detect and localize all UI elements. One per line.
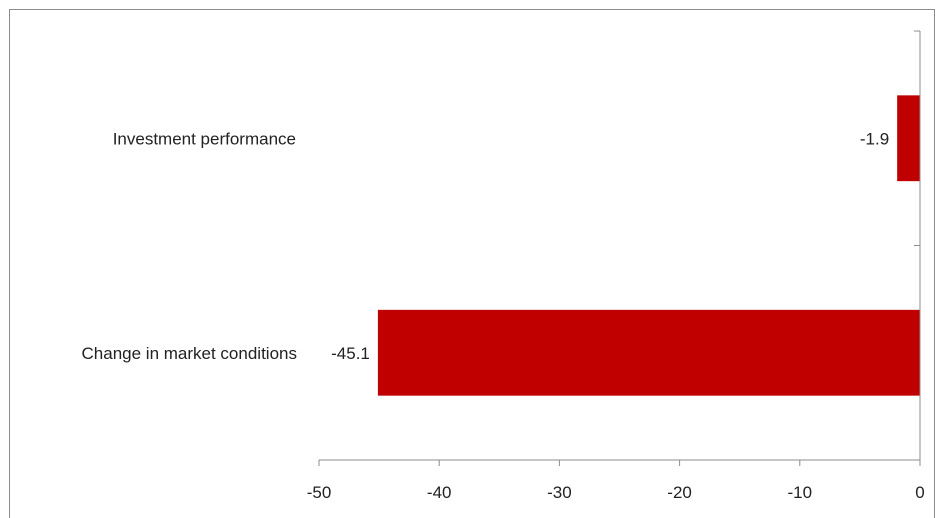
x-tick-label-3: -20 — [667, 483, 692, 502]
chart-frame — [9, 9, 935, 518]
x-tick-label-5: 0 — [915, 483, 924, 502]
x-tick-label-1: -40 — [427, 483, 452, 502]
bar-1 — [377, 309, 920, 396]
x-tick-label-4: -10 — [788, 483, 813, 502]
bars-group — [377, 95, 920, 396]
axes-group — [318, 30, 921, 466]
data-label-1: -45.1 — [331, 344, 370, 363]
category-label-0: Investment performance — [113, 129, 296, 148]
bar-0 — [897, 95, 920, 182]
labels-group: -1.9 Investment performance -45.1 Change in… — [82, 129, 925, 502]
x-tick-label-0: -50 — [307, 483, 332, 502]
x-tick-label-2: -30 — [547, 483, 572, 502]
data-label-0: -1.9 — [860, 129, 889, 148]
category-label-1: Change in market conditions — [82, 344, 297, 363]
